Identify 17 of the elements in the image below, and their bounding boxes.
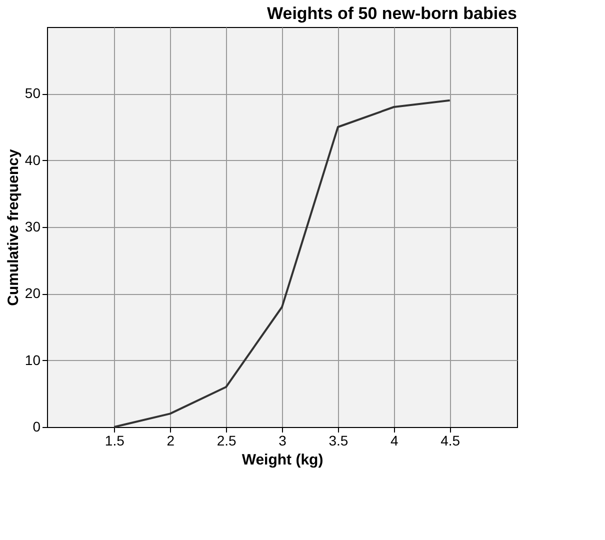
y-tick-label: 50	[24, 85, 41, 102]
x-tick-label: 4.5	[440, 432, 460, 448]
x-tick-label: 3	[278, 432, 287, 448]
x-tick-label: 2.5	[216, 432, 236, 448]
x-tick-label: 2	[166, 432, 175, 448]
y-tick-label: 40	[24, 152, 41, 168]
y-tick-label: 20	[24, 285, 41, 302]
chart-title: Weights of 50 new-born babies	[267, 4, 517, 23]
y-tick-label: 10	[24, 352, 41, 368]
y-tick-label: 30	[24, 218, 41, 234]
y-tick-label: 0	[32, 418, 41, 434]
x-tick-label: 4	[390, 432, 399, 448]
x-axis-title: Weight (kg)	[242, 452, 324, 468]
y-axis-title: Cumulative frequency	[4, 148, 22, 306]
x-tick-label: 3.5	[328, 432, 348, 448]
line-series	[113, 99, 451, 428]
x-tick-label: 1.5	[104, 432, 125, 448]
